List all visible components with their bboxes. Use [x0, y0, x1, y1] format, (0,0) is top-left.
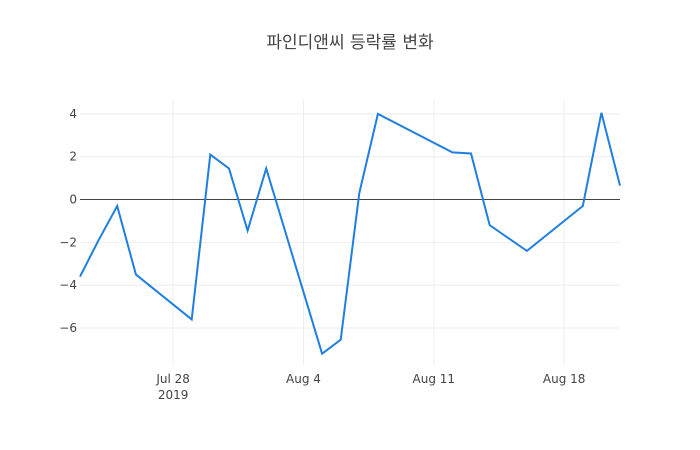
- y-tick-label: −6: [59, 321, 77, 335]
- x-tick-label: Aug 11: [413, 372, 456, 386]
- chart-title: 파인디앤씨 등락률 변화: [266, 33, 434, 53]
- x-tick-label: Jul 28: [155, 372, 190, 386]
- y-tick-label: 4: [69, 107, 77, 121]
- y-tick-label: −2: [59, 235, 77, 249]
- line: [79, 112, 621, 356]
- y-tick-label: 2: [69, 150, 77, 164]
- x-tick-label: Aug 18: [543, 372, 586, 386]
- x-tick-label: Aug 4: [286, 372, 321, 386]
- x-year-label: 2019: [158, 388, 189, 402]
- y-tick-label: 0: [69, 193, 77, 207]
- y-tick-label: −4: [59, 278, 77, 292]
